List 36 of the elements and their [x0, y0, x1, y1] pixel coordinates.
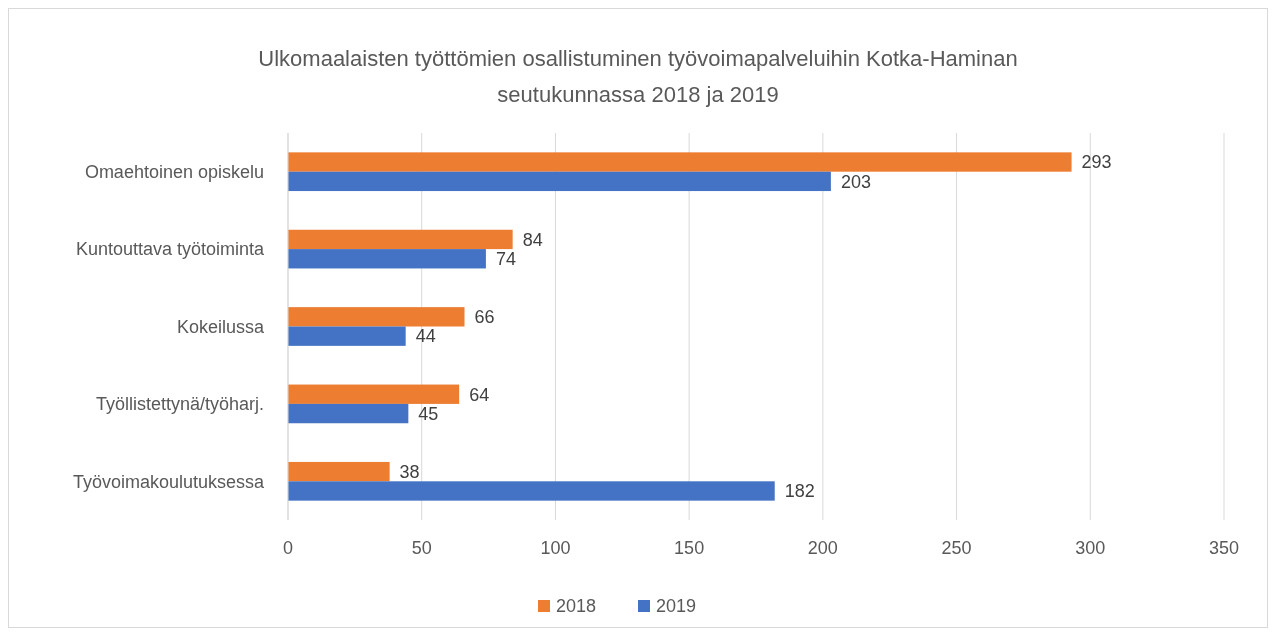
data-label: 203	[840, 171, 871, 192]
legend-label: 2019	[656, 596, 697, 617]
y-tick-label: Kokeilussa	[176, 316, 265, 337]
bar	[288, 307, 465, 327]
data-label: 64	[469, 384, 490, 405]
data-label: 182	[784, 481, 815, 502]
y-tick-label: Kuntouttava työtoiminta	[75, 239, 265, 260]
y-tick-label: Työllistettynä/työharj.	[95, 394, 264, 415]
data-label: 44	[415, 326, 436, 347]
bar	[288, 171, 831, 192]
x-tick-label: 0	[282, 538, 294, 558]
x-tick-label: 150	[674, 538, 705, 558]
x-tick-label: 350	[1208, 538, 1240, 558]
data-label: 66	[474, 307, 495, 328]
bar	[288, 384, 460, 404]
x-tick-label: 50	[411, 538, 432, 558]
y-tick-label: Omaehtoinen opiskelu	[84, 162, 264, 182]
data-label: 74	[495, 249, 516, 270]
legend-label: 2018	[556, 596, 597, 617]
data-label: 38	[399, 461, 420, 482]
chart-title: Ulkomaalaisten työttömien osallistuminen työvoimapalveluihin Kotka-Haminan seutukunnassa 2018 ja 2019	[258, 46, 1018, 107]
data-label: 45	[418, 403, 439, 424]
y-tick-label: Työvoimakoulutuksessa	[72, 471, 265, 492]
bar	[288, 326, 406, 346]
data-label: 293	[1081, 152, 1112, 173]
x-tick-label: 250	[941, 538, 972, 558]
bar	[288, 481, 775, 501]
bar	[288, 461, 390, 482]
bar	[288, 249, 486, 269]
x-tick-label: 200	[807, 538, 838, 558]
x-tick-label: 300	[1075, 538, 1106, 558]
x-tick-label: 100	[540, 538, 571, 558]
data-label: 84	[522, 229, 543, 250]
bar	[288, 229, 513, 250]
bar	[288, 403, 409, 424]
bar	[288, 152, 1072, 172]
